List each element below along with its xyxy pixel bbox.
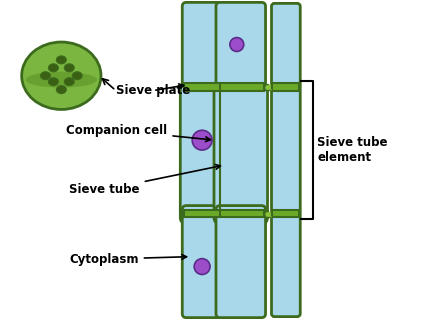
- Bar: [265, 84, 271, 90]
- Ellipse shape: [26, 72, 97, 88]
- Ellipse shape: [64, 64, 74, 72]
- Ellipse shape: [22, 42, 101, 109]
- Ellipse shape: [64, 78, 74, 86]
- Ellipse shape: [56, 86, 66, 93]
- Ellipse shape: [72, 72, 82, 80]
- Text: Sieve plate: Sieve plate: [116, 84, 190, 97]
- Text: Companion cell: Companion cell: [66, 124, 211, 141]
- FancyBboxPatch shape: [216, 2, 265, 87]
- FancyBboxPatch shape: [182, 206, 224, 318]
- Bar: [273, 83, 299, 91]
- Ellipse shape: [48, 78, 58, 86]
- Circle shape: [194, 259, 210, 275]
- FancyBboxPatch shape: [180, 85, 226, 223]
- Bar: [265, 211, 271, 217]
- Text: Sieve tube
element: Sieve tube element: [317, 136, 388, 164]
- Ellipse shape: [56, 56, 66, 64]
- FancyBboxPatch shape: [271, 4, 300, 316]
- FancyBboxPatch shape: [182, 2, 224, 87]
- Ellipse shape: [48, 64, 58, 72]
- Circle shape: [230, 37, 244, 52]
- Bar: [184, 83, 264, 91]
- FancyBboxPatch shape: [214, 85, 268, 223]
- Bar: [184, 210, 264, 218]
- Circle shape: [192, 130, 212, 150]
- Bar: [273, 210, 299, 218]
- FancyBboxPatch shape: [216, 206, 265, 318]
- Ellipse shape: [41, 72, 51, 80]
- Text: Sieve tube: Sieve tube: [69, 164, 220, 196]
- Text: Cytoplasm: Cytoplasm: [69, 252, 187, 266]
